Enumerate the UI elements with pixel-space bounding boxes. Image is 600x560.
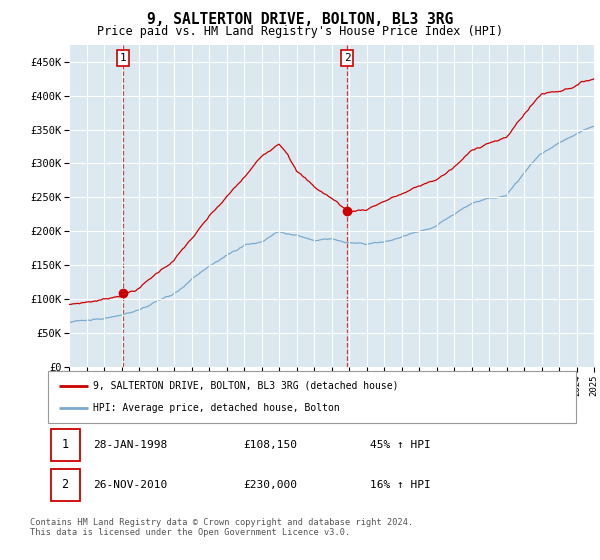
FancyBboxPatch shape (50, 469, 80, 501)
Text: 2: 2 (344, 53, 350, 63)
Text: 9, SALTERTON DRIVE, BOLTON, BL3 3RG: 9, SALTERTON DRIVE, BOLTON, BL3 3RG (147, 12, 453, 27)
Text: £230,000: £230,000 (244, 480, 298, 490)
Text: 16% ↑ HPI: 16% ↑ HPI (370, 480, 431, 490)
Text: 1: 1 (62, 438, 69, 451)
Text: HPI: Average price, detached house, Bolton: HPI: Average price, detached house, Bolt… (93, 403, 340, 413)
Text: Price paid vs. HM Land Registry's House Price Index (HPI): Price paid vs. HM Land Registry's House … (97, 25, 503, 38)
Text: £108,150: £108,150 (244, 440, 298, 450)
Text: 28-JAN-1998: 28-JAN-1998 (93, 440, 167, 450)
Text: 9, SALTERTON DRIVE, BOLTON, BL3 3RG (detached house): 9, SALTERTON DRIVE, BOLTON, BL3 3RG (det… (93, 381, 398, 391)
Text: Contains HM Land Registry data © Crown copyright and database right 2024.
This d: Contains HM Land Registry data © Crown c… (30, 518, 413, 538)
Text: 1: 1 (119, 53, 126, 63)
Text: 26-NOV-2010: 26-NOV-2010 (93, 480, 167, 490)
Text: 45% ↑ HPI: 45% ↑ HPI (370, 440, 431, 450)
FancyBboxPatch shape (48, 371, 576, 423)
Text: 2: 2 (62, 478, 69, 492)
FancyBboxPatch shape (50, 428, 80, 461)
